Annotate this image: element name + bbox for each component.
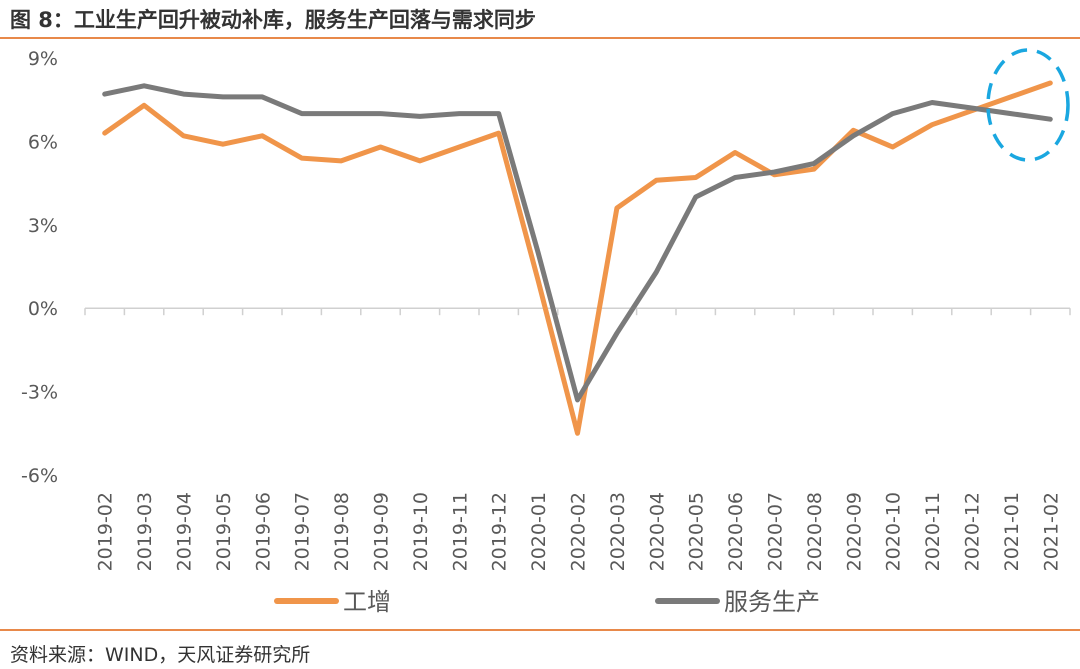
legend-label: 服务生产	[724, 588, 820, 616]
x-tick-label: 2019-05	[213, 492, 235, 571]
x-tick-label: 2019-04	[174, 492, 196, 571]
x-tick-label: 2020-06	[725, 492, 747, 571]
series-layer	[102, 80, 1053, 436]
bottom-rule	[0, 629, 1080, 631]
y-tick-label: -3%	[21, 382, 58, 404]
x-tick-label: 2019-12	[489, 492, 511, 571]
x-tick-label: 2020-01	[528, 492, 550, 571]
x-tick-label: 2019-02	[95, 492, 117, 571]
x-tick-label: 2019-07	[292, 492, 314, 571]
x-tick-label: 2020-12	[962, 492, 984, 571]
x-tick-label: 2019-09	[371, 492, 393, 571]
x-tick-label: 2020-11	[922, 492, 944, 571]
x-tick-label: 2021-02	[1040, 492, 1062, 571]
x-tick-label: 2019-10	[410, 492, 432, 571]
x-tick-label: 2019-03	[134, 492, 156, 571]
top-rule	[0, 37, 1080, 39]
x-tick-label: 2020-09	[843, 492, 865, 571]
series-line-industry	[102, 80, 1053, 436]
x-tick-label: 2020-07	[765, 492, 787, 571]
x-tick-label: 2019-06	[252, 492, 274, 571]
x-tick-label: 2020-02	[568, 492, 590, 571]
x-tick-label: 2019-08	[331, 492, 353, 571]
legend: 工增 服务生产	[274, 588, 820, 616]
figure-title: 图 8：工业生产回升被动补库，服务生产回落与需求同步	[10, 8, 536, 32]
y-tick-label: 9%	[28, 48, 58, 70]
x-tick-label: 2020-03	[607, 492, 629, 571]
x-tick-label: 2021-01	[1001, 492, 1023, 571]
x-tick-label: 2020-04	[646, 492, 668, 571]
y-tick-label: 6%	[28, 131, 58, 153]
y-tick-label: -6%	[21, 465, 58, 487]
y-tick-label: 0%	[28, 298, 58, 320]
x-tick-label: 2019-11	[449, 492, 471, 571]
highlight-ellipse	[986, 48, 1070, 162]
x-tick-label: 2020-10	[883, 492, 905, 571]
legend-label: 工增	[343, 588, 391, 616]
series-line-service	[102, 83, 1053, 403]
x-tick-label: 2020-08	[804, 492, 826, 571]
y-axis: -6% -3% 0% 3% 6% 9%	[21, 48, 58, 487]
x-axis: 2019-02 2019-03 2019-04 2019-05 2019-06 2019-…	[84, 307, 1071, 571]
source-note: 资料来源：WIND，天风证券研究所	[10, 644, 311, 666]
x-tick-label: 2020-05	[686, 492, 708, 571]
y-tick-label: 3%	[28, 215, 58, 237]
